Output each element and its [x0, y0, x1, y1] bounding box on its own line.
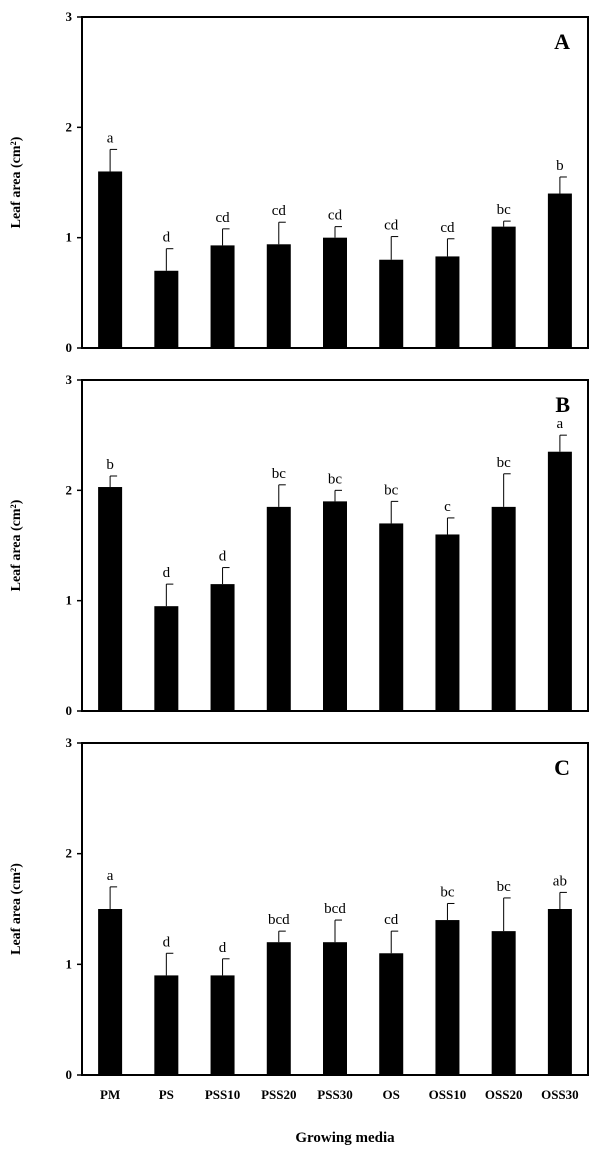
- significance-label: a: [107, 130, 114, 146]
- y-axis-label: Leaf area (cm²): [9, 136, 24, 228]
- bar: [491, 226, 516, 348]
- bar: [98, 487, 123, 711]
- y-tick-label: 1: [66, 230, 73, 245]
- bar: [266, 942, 291, 1075]
- category-label: PM: [100, 1087, 120, 1102]
- chart-panel-b: 0 1 2 3 Leaf area (cm²) Bb d d bc bc bc c bc a: [9, 372, 589, 718]
- y-tick-label: 3: [66, 735, 73, 750]
- y-tick-label: 1: [66, 956, 73, 971]
- y-axis-label: Leaf area (cm²): [9, 499, 24, 591]
- significance-label: bc: [328, 471, 343, 487]
- significance-label: b: [556, 158, 564, 174]
- bar: [210, 975, 235, 1075]
- bar: [98, 171, 123, 348]
- category-label: PSS10: [205, 1087, 240, 1102]
- bar: [154, 606, 179, 711]
- y-tick-label: 1: [66, 593, 73, 608]
- bar: [210, 584, 235, 711]
- significance-label: bcd: [268, 912, 290, 928]
- significance-label: d: [219, 940, 227, 956]
- significance-label: bc: [497, 455, 512, 471]
- significance-label: cd: [440, 220, 455, 236]
- panel-letter: B: [555, 392, 570, 417]
- panel-letter: A: [554, 29, 570, 54]
- significance-label: cd: [384, 912, 399, 928]
- significance-label: b: [106, 457, 114, 473]
- y-tick-label: 3: [66, 9, 73, 24]
- bar: [547, 451, 572, 711]
- significance-label: bc: [272, 466, 287, 482]
- bar: [154, 975, 179, 1075]
- y-tick-label: 2: [66, 482, 73, 497]
- y-tick-label: 0: [66, 340, 73, 355]
- significance-label: a: [107, 868, 114, 884]
- bar: [266, 244, 291, 348]
- bar: [435, 920, 460, 1075]
- x-axis-label: Growing media: [295, 1130, 395, 1146]
- category-label: OSS10: [429, 1087, 467, 1102]
- bar: [491, 931, 516, 1075]
- significance-label: bc: [384, 482, 399, 498]
- significance-label: d: [163, 230, 171, 246]
- panel-letter: C: [554, 755, 570, 780]
- significance-label: a: [557, 416, 564, 432]
- bar: [154, 270, 179, 348]
- category-label: OSS20: [485, 1087, 523, 1102]
- significance-label: ab: [553, 873, 567, 889]
- category-label: OSS30: [541, 1087, 579, 1102]
- significance-label: cd: [272, 203, 287, 219]
- bar: [379, 523, 404, 711]
- y-axis-label: Leaf area (cm²): [9, 863, 24, 955]
- category-label: OS: [383, 1087, 400, 1102]
- bar: [266, 506, 291, 711]
- bar: [491, 506, 516, 711]
- y-tick-label: 2: [66, 119, 73, 134]
- chart-panel-c: 0 1 2 3 Leaf area (cm²) Ca d d bcd bcd cd bc bc ab PM P…: [9, 735, 589, 1102]
- y-tick-label: 3: [66, 372, 73, 387]
- significance-label: cd: [215, 210, 230, 226]
- significance-label: d: [163, 934, 171, 950]
- significance-label: c: [444, 499, 451, 515]
- significance-label: cd: [328, 208, 343, 224]
- category-label: PS: [159, 1087, 174, 1102]
- category-label: PSS30: [317, 1087, 352, 1102]
- y-tick-label: 2: [66, 846, 73, 861]
- bar: [379, 259, 404, 348]
- bar: [323, 942, 347, 1075]
- y-tick-label: 0: [66, 1067, 73, 1082]
- bar: [547, 909, 572, 1075]
- significance-label: d: [219, 549, 227, 565]
- bar: [379, 953, 404, 1075]
- significance-label: bc: [497, 202, 512, 218]
- significance-label: bcd: [324, 901, 346, 917]
- bar: [435, 534, 460, 711]
- significance-label: cd: [384, 218, 399, 234]
- bar: [323, 237, 347, 348]
- bar: [435, 256, 460, 348]
- category-label: PSS20: [261, 1087, 296, 1102]
- bar: [323, 501, 347, 711]
- significance-label: d: [163, 565, 171, 581]
- bar: [98, 909, 123, 1075]
- chart-panel-a: 0 1 2 3 Leaf area (cm²) Aa d cd cd cd cd cd bc b: [9, 9, 589, 355]
- y-tick-label: 0: [66, 703, 73, 718]
- significance-label: bc: [497, 879, 512, 895]
- bar: [547, 193, 572, 348]
- bar: [210, 245, 235, 348]
- significance-label: bc: [440, 884, 455, 900]
